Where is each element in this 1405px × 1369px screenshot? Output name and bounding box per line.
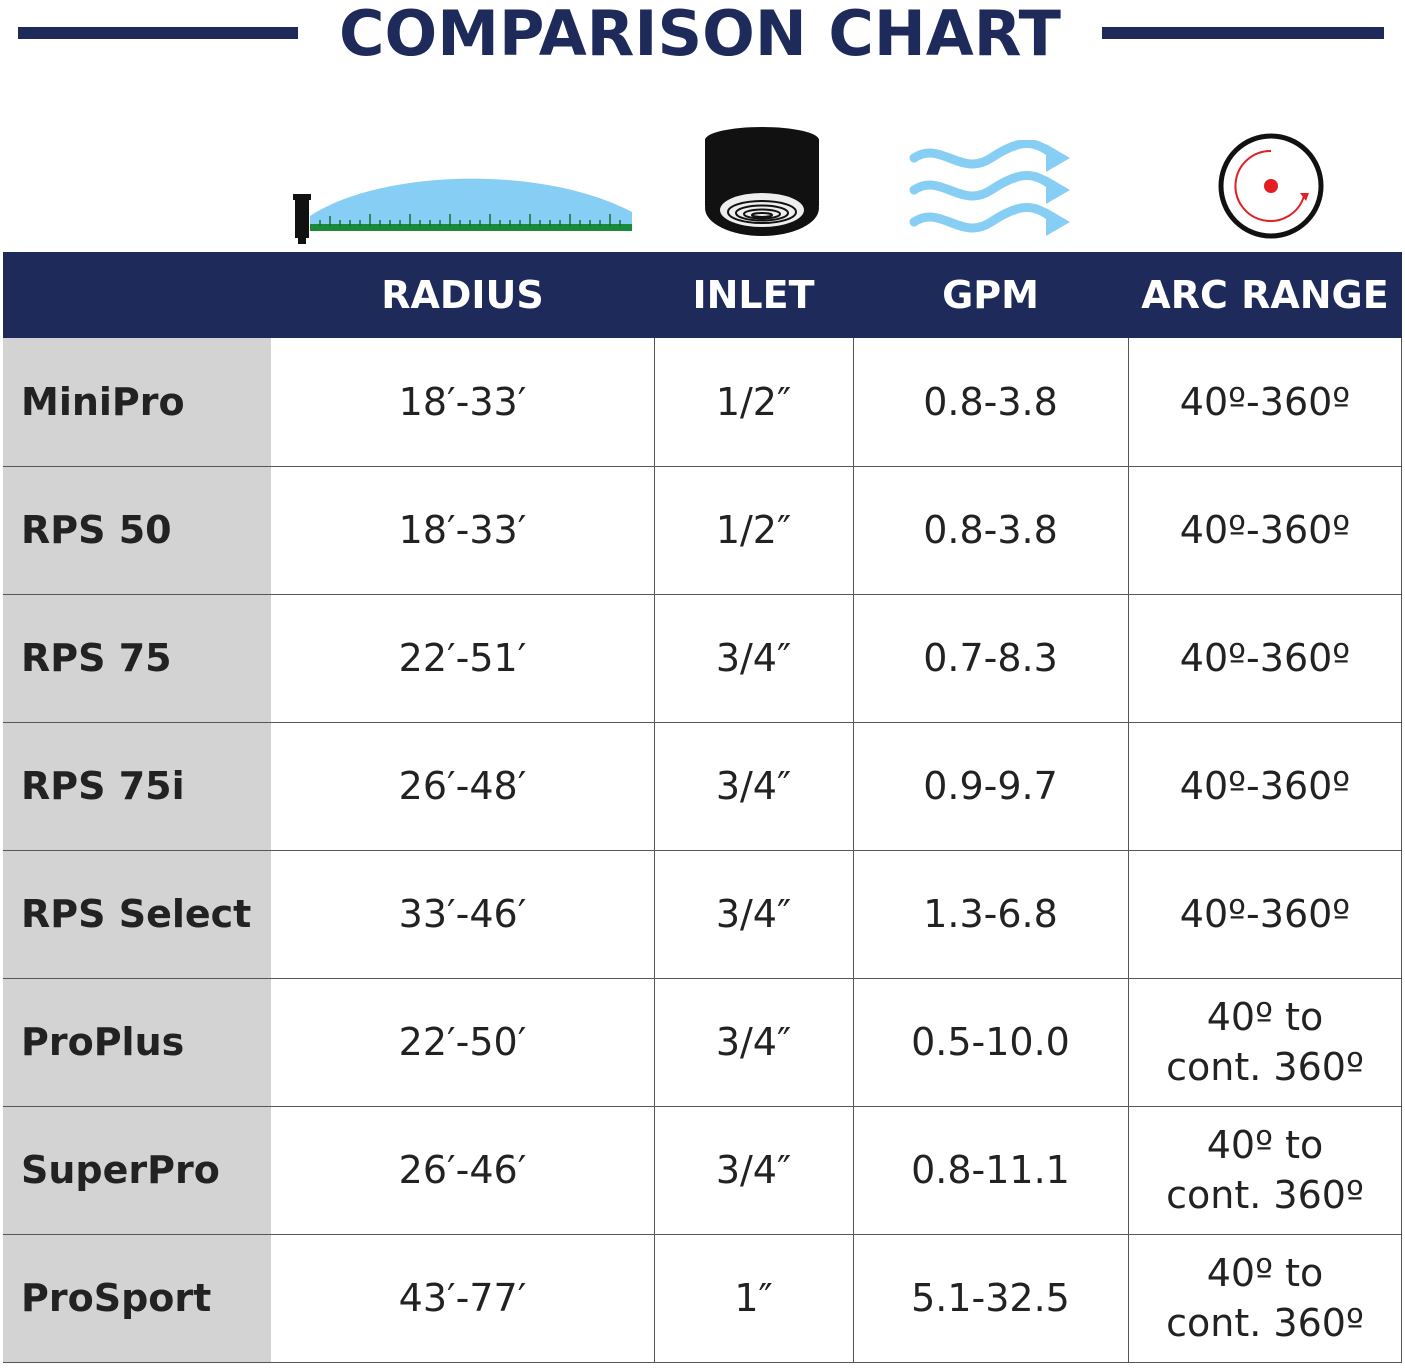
model-name: RPS 50: [21, 508, 172, 552]
inlet-cell: 3/4″: [715, 1020, 792, 1064]
arc-range-line1: 40º to: [1206, 1123, 1324, 1167]
gpm-cell: 5.1-32.5: [911, 1276, 1070, 1320]
arc-range-cell: 40º to cont. 360º: [1128, 978, 1402, 1106]
header-arc-range: ARC RANGE: [1141, 273, 1389, 317]
arc-range-line2: cont. 360º: [1166, 1045, 1364, 1089]
model-name-cell: SuperPro: [3, 1106, 271, 1234]
model-name-cell: ProPlus: [3, 978, 271, 1106]
model-name-cell: RPS Select: [3, 850, 271, 978]
gpm-cell: 0.8-3.8: [923, 380, 1058, 424]
table-row: RPS 75i 26′-48′ 3/4″ 0.9-9.7 40º-360º: [3, 722, 1402, 850]
row-divider: [3, 1234, 1402, 1235]
model-name: ProSport: [21, 1276, 212, 1320]
table-row: RPS 75 22′-51′ 3/4″ 0.7-8.3 40º-360º: [3, 594, 1402, 722]
gpm-cell: 0.9-9.7: [923, 764, 1058, 808]
arc-range-line1: 40º to: [1206, 995, 1324, 1039]
arc-range-cell: 40º-360º: [1128, 850, 1402, 978]
arc-range-line1: 40º-360º: [1179, 380, 1351, 424]
table-row: RPS 50 18′-33′ 1/2″ 0.8-3.8 40º-360º: [3, 466, 1402, 594]
radius-cell: 33′-46′: [398, 892, 527, 936]
radius-cell: 18′-33′: [398, 380, 527, 424]
gpm-cell: 0.8-11.1: [911, 1148, 1070, 1192]
row-divider: [3, 1106, 1402, 1107]
table-row: ProSport 43′-77′ 1″ 5.1-32.5 40º to cont…: [3, 1234, 1402, 1362]
arc-range-icon: [1216, 131, 1326, 241]
model-name-cell: ProSport: [3, 1234, 271, 1362]
arc-range-line1: 40º-360º: [1179, 636, 1351, 680]
row-divider: [3, 594, 1402, 595]
model-name: RPS 75: [21, 636, 172, 680]
radius-cell: 43′-77′: [398, 1276, 527, 1320]
model-name-cell: RPS 75i: [3, 722, 271, 850]
gpm-cell: 0.5-10.0: [911, 1020, 1070, 1064]
title-rule-left: [18, 27, 298, 39]
model-name: MiniPro: [21, 380, 185, 424]
arc-range-line1: 40º to: [1206, 1251, 1324, 1295]
arc-range-cell: 40º to cont. 360º: [1128, 1106, 1402, 1234]
model-name-cell: RPS 75: [3, 594, 271, 722]
header-inlet: INLET: [692, 273, 815, 317]
arc-range-cell: 40º to cont. 360º: [1128, 1234, 1402, 1362]
radius-cell: 26′-48′: [398, 764, 527, 808]
inlet-icon: [702, 124, 822, 240]
inlet-cell: 1/2″: [715, 380, 792, 424]
inlet-cell: 3/4″: [715, 892, 792, 936]
title-bar: COMPARISON CHART: [0, 0, 1405, 70]
arc-range-line2: cont. 360º: [1166, 1173, 1364, 1217]
arc-range-cell: 40º-360º: [1128, 722, 1402, 850]
inlet-cell: 1″: [734, 1276, 773, 1320]
radius-cell: 26′-46′: [398, 1148, 527, 1192]
gpm-cell: 1.3-6.8: [923, 892, 1058, 936]
arc-range-cell: 40º-360º: [1128, 594, 1402, 722]
model-name-cell: MiniPro: [3, 338, 271, 466]
row-divider: [3, 850, 1402, 851]
table-header: RADIUS INLET GPM ARC RANGE: [3, 252, 1402, 338]
table-row: ProPlus 22′-50′ 3/4″ 0.5-10.0 40º to con…: [3, 978, 1402, 1106]
inlet-cell: 3/4″: [715, 636, 792, 680]
table-row: SuperPro 26′-46′ 3/4″ 0.8-11.1 40º to co…: [3, 1106, 1402, 1234]
inlet-cell: 3/4″: [715, 1148, 792, 1192]
model-name: ProPlus: [21, 1020, 185, 1064]
model-name: RPS 75i: [21, 764, 185, 808]
header-gpm: GPM: [942, 273, 1039, 317]
model-name-cell: RPS 50: [3, 466, 271, 594]
arc-range-line1: 40º-360º: [1179, 892, 1351, 936]
row-divider: [3, 722, 1402, 723]
arc-range-cell: 40º-360º: [1128, 338, 1402, 466]
gpm-cell: 0.7-8.3: [923, 636, 1058, 680]
radius-cell: 22′-51′: [398, 636, 527, 680]
row-divider: [3, 1362, 1402, 1363]
gpm-icon: [906, 140, 1076, 236]
gpm-cell: 0.8-3.8: [923, 508, 1058, 552]
inlet-cell: 1/2″: [715, 508, 792, 552]
arc-range-line2: cont. 360º: [1166, 1301, 1364, 1345]
arc-range-line1: 40º-360º: [1179, 764, 1351, 808]
table-row: MiniPro 18′-33′ 1/2″ 0.8-3.8 40º-360º: [3, 338, 1402, 466]
model-name: SuperPro: [21, 1148, 220, 1192]
page-title: COMPARISON CHART: [339, 0, 1061, 70]
radius-icon: [290, 168, 635, 248]
table-row: RPS Select 33′-46′ 3/4″ 1.3-6.8 40º-360º: [3, 850, 1402, 978]
header-radius: RADIUS: [381, 273, 544, 317]
arc-range-cell: 40º-360º: [1128, 466, 1402, 594]
radius-cell: 22′-50′: [398, 1020, 527, 1064]
model-name: RPS Select: [21, 892, 252, 936]
row-divider: [3, 978, 1402, 979]
row-divider: [3, 466, 1402, 467]
radius-cell: 18′-33′: [398, 508, 527, 552]
title-rule-right: [1102, 27, 1384, 39]
inlet-cell: 3/4″: [715, 764, 792, 808]
arc-range-line1: 40º-360º: [1179, 508, 1351, 552]
